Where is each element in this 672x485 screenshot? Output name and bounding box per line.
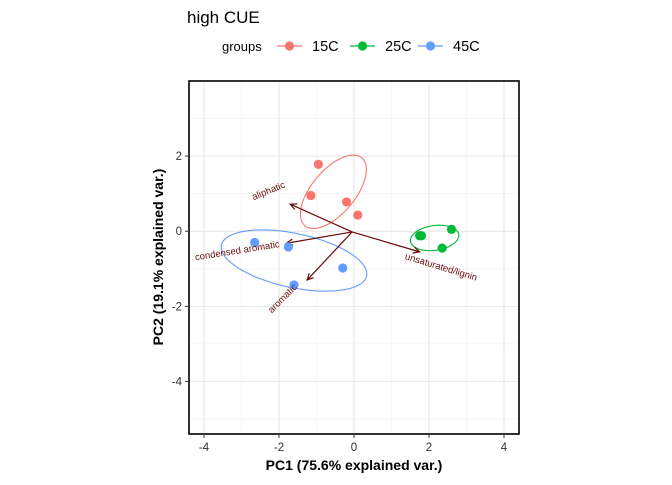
legend-key-point [357, 41, 368, 51]
point-45C [338, 263, 348, 273]
loading-arrows [285, 203, 421, 282]
y-axis-label: PC2 (19.1% explained var.) [150, 169, 166, 346]
point-25C [416, 231, 427, 241]
loading-arrowhead [412, 246, 421, 254]
legend: groups 15C 25C 45C [222, 39, 480, 55]
point-25C [446, 224, 457, 234]
point-45C [283, 242, 293, 252]
confidence-ellipses [220, 154, 460, 292]
point-15C [313, 159, 323, 169]
ellipse-45C [220, 229, 368, 292]
data-points [250, 159, 457, 290]
point-15C [341, 197, 352, 207]
legend-key-point [425, 41, 436, 51]
x-tick-label: -4 [199, 442, 210, 454]
legend-key-point [284, 41, 295, 51]
x-tick-label: 2 [426, 442, 432, 454]
x-tick-label: -2 [274, 442, 284, 454]
point-45C [250, 237, 260, 248]
ellipse-25C [409, 224, 460, 252]
chart-title: high CUE [187, 8, 260, 27]
point-45C [289, 280, 299, 290]
y-tick-label: 0 [176, 226, 182, 238]
loading-arrow [286, 231, 353, 244]
loading-arrowhead [288, 203, 298, 210]
loading-arrow [290, 203, 353, 233]
loading-arrow [306, 231, 353, 281]
legend-label: 15C [312, 39, 339, 55]
x-axis: -4 -2 0 2 4 [199, 434, 508, 454]
loading-arrow [351, 231, 420, 253]
legend-label: 25C [385, 39, 412, 55]
x-axis-label: PC1 (75.6% explained var.) [266, 457, 443, 473]
point-15C [353, 210, 363, 220]
point-25C [437, 243, 447, 253]
x-tick-label: 4 [501, 442, 508, 454]
point-15C [306, 190, 316, 201]
y-tick-label: -2 [172, 301, 182, 313]
x-tick-label: 0 [351, 442, 357, 454]
loading-arrowhead [306, 273, 314, 282]
y-tick-label: -4 [172, 376, 183, 388]
legend-label: 45C [453, 39, 480, 55]
y-tick-label: 2 [176, 151, 182, 163]
legend-title: groups [222, 39, 262, 54]
y-axis: -4 -2 0 2 [172, 151, 189, 388]
ellipse-15C [299, 154, 367, 230]
